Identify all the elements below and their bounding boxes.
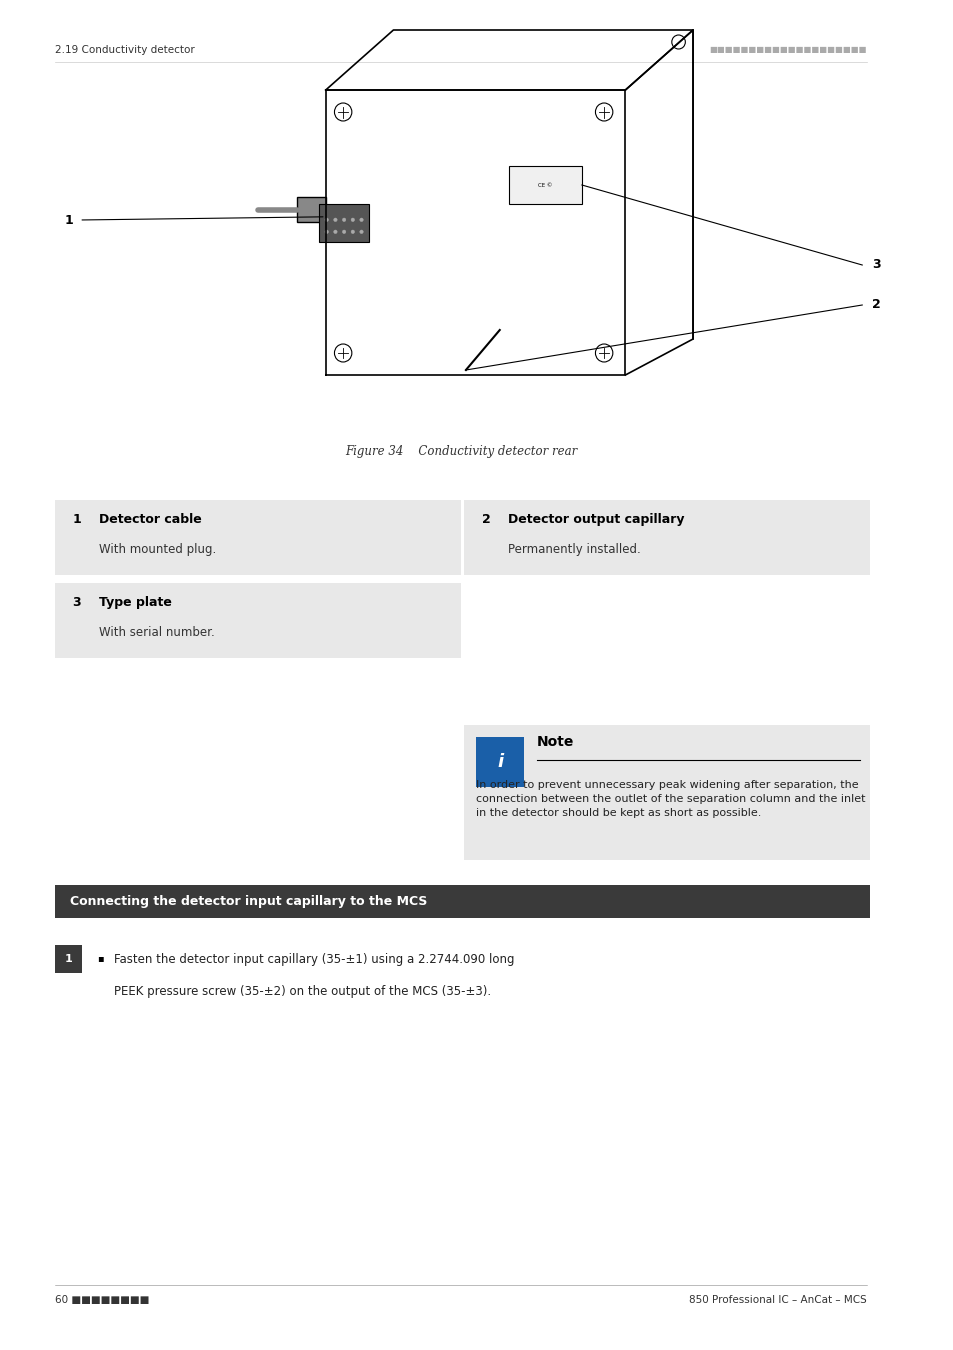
Text: i: i	[497, 753, 503, 771]
Text: ▪: ▪	[96, 953, 103, 963]
Circle shape	[342, 230, 346, 234]
Text: Note: Note	[537, 734, 574, 749]
Text: 850 Professional IC – AnCat – MCS: 850 Professional IC – AnCat – MCS	[689, 1295, 866, 1305]
Circle shape	[351, 230, 355, 234]
Text: 1: 1	[72, 513, 81, 526]
Text: CE ©: CE ©	[537, 182, 552, 188]
Circle shape	[334, 230, 336, 234]
Bar	[509, 166, 581, 204]
Bar	[464, 725, 869, 860]
Text: Figure 34    Conductivity detector rear: Figure 34 Conductivity detector rear	[345, 446, 577, 458]
Text: In order to prevent unnecessary peak widening after separation, the
connection b: In order to prevent unnecessary peak wid…	[476, 780, 864, 818]
Text: 3: 3	[871, 258, 880, 271]
Text: Detector output capillary: Detector output capillary	[507, 513, 683, 526]
Text: With serial number.: With serial number.	[98, 626, 214, 639]
Text: With mounted plug.: With mounted plug.	[98, 543, 215, 556]
Circle shape	[359, 217, 363, 221]
Bar	[476, 737, 524, 787]
Text: 2: 2	[871, 298, 880, 312]
Text: 2: 2	[481, 513, 490, 526]
Circle shape	[325, 230, 328, 234]
Text: Fasten the detector input capillary (35-±1) using a 2.2744.090 long: Fasten the detector input capillary (35-…	[114, 953, 514, 967]
Bar	[464, 500, 869, 575]
Text: Type plate: Type plate	[98, 595, 172, 609]
Circle shape	[359, 230, 363, 234]
Text: ■■■■■■■■■■■■■■■■■■■■: ■■■■■■■■■■■■■■■■■■■■	[709, 45, 866, 54]
Text: Detector cable: Detector cable	[98, 513, 201, 526]
Circle shape	[334, 217, 336, 221]
Text: 2.19 Conductivity detector: 2.19 Conductivity detector	[55, 45, 194, 55]
Polygon shape	[318, 204, 369, 242]
Text: 1: 1	[65, 954, 72, 964]
Text: 60 ■■■■■■■■: 60 ■■■■■■■■	[55, 1295, 150, 1305]
Circle shape	[351, 217, 355, 221]
Bar	[55, 945, 82, 973]
Circle shape	[325, 217, 328, 221]
Bar	[296, 197, 325, 221]
Text: Connecting the detector input capillary to the MCS: Connecting the detector input capillary …	[70, 895, 427, 909]
Bar	[55, 500, 460, 575]
Text: 1: 1	[65, 213, 73, 227]
Bar	[55, 583, 460, 657]
Circle shape	[342, 217, 346, 221]
Bar	[55, 886, 869, 918]
Text: Permanently installed.: Permanently installed.	[507, 543, 640, 556]
Text: PEEK pressure screw (35-±2) on the output of the MCS (35-±3).: PEEK pressure screw (35-±2) on the outpu…	[114, 986, 491, 998]
Text: 3: 3	[72, 595, 81, 609]
